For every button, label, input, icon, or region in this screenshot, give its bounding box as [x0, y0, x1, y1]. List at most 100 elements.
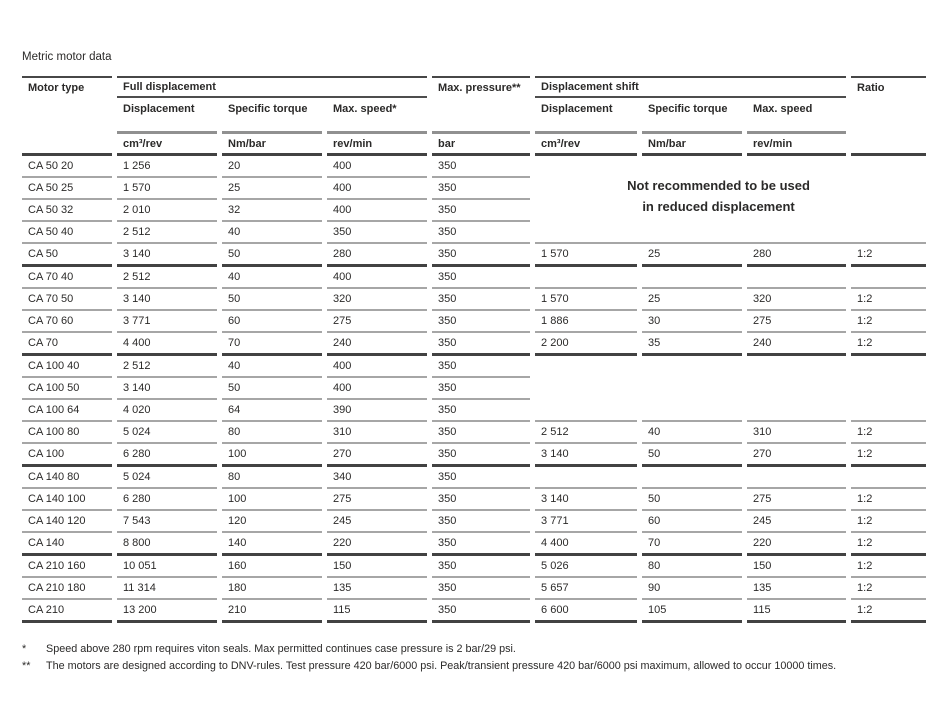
ratio-cell: 1:2	[851, 244, 927, 267]
max-speed-cell: 320	[327, 289, 428, 311]
table-row: CA 210 13 200 210 115 350 6 600 105 115 1:2	[22, 600, 927, 623]
ratio-cell: 1:2	[851, 511, 927, 533]
max-speed-cell: 135	[327, 578, 428, 600]
shift-max-speed-cell: 245	[747, 511, 847, 533]
not-recommended-note: Not recommended to be used in reduced dis…	[535, 156, 927, 244]
table-row: CA 140 120 7 543 120 245 350 3 771 60 245 1:2	[22, 511, 927, 533]
max-speed-cell: 400	[327, 200, 428, 222]
table-body: CA 50 20 1 256 20 400 350 Not recommended to …	[22, 156, 927, 623]
displacement-cell: 10 051	[117, 556, 217, 578]
shift-specific-torque-cell	[642, 267, 743, 289]
max-pressure-cell: 350	[432, 578, 531, 600]
max-speed-cell: 400	[327, 267, 428, 289]
specific-torque-cell: 180	[222, 578, 322, 600]
shift-displacement-cell	[535, 356, 637, 378]
motor-type-cell: CA 140	[22, 533, 112, 556]
table-row: CA 140 100 6 280 100 275 350 3 140 50 275 1:2	[22, 489, 927, 511]
table-row: CA 100 64 4 020 64 390 350	[22, 400, 927, 422]
table-row: CA 70 50 3 140 50 320 350 1 570 25 320 1:2	[22, 289, 927, 311]
specific-torque-cell: 160	[222, 556, 322, 578]
specific-torque-cell: 20	[222, 156, 322, 178]
shift-max-speed-cell	[747, 267, 847, 289]
sub-header-full-specific-torque: Specific torque	[222, 98, 322, 134]
max-speed-cell: 275	[327, 489, 428, 511]
max-pressure-cell: 350	[432, 600, 531, 623]
motor-type-cell: CA 50 40	[22, 222, 112, 244]
motor-type-cell: CA 70	[22, 333, 112, 356]
shift-specific-torque-cell: 35	[642, 333, 743, 356]
shift-displacement-cell: 5 657	[535, 578, 638, 600]
displacement-cell: 5 024	[117, 422, 217, 444]
ratio-cell: 1:2	[851, 289, 927, 311]
shift-max-speed-cell: 270	[747, 444, 847, 467]
max-pressure-cell: 350	[432, 378, 531, 400]
specific-torque-cell: 40	[222, 267, 322, 289]
specific-torque-cell: 80	[222, 422, 322, 444]
motor-type-cell: CA 50 25	[22, 178, 112, 200]
max-pressure-cell: 350	[432, 244, 531, 267]
motor-type-cell: CA 50 32	[22, 200, 112, 222]
motor-type-cell: CA 140 100	[22, 489, 112, 511]
displacement-cell: 2 010	[117, 200, 217, 222]
shift-max-speed-cell: 135	[747, 578, 847, 600]
sub-header-full-displacement: Displacement	[117, 98, 217, 134]
max-pressure-cell: 350	[432, 200, 531, 222]
max-pressure-cell: 350	[432, 489, 531, 511]
sub-header-ratio-spacer	[851, 98, 926, 134]
shift-specific-torque-cell: 105	[642, 600, 743, 623]
specific-torque-cell: 32	[222, 200, 322, 222]
units-row: cm³/rev Nm/bar rev/min bar cm³/rev Nm/ba…	[22, 134, 927, 156]
max-pressure-cell: 350	[432, 289, 531, 311]
shift-specific-torque-cell: 60	[642, 511, 743, 533]
displacement-cell: 1 256	[117, 156, 217, 178]
col-header-ratio: Ratio	[851, 76, 927, 98]
max-speed-cell: 390	[327, 400, 428, 422]
table-row: CA 140 80 5 024 80 340 350	[22, 467, 927, 489]
shift-specific-torque-cell: 25	[642, 244, 743, 267]
unit-shift-max-speed: rev/min	[747, 134, 847, 156]
ratio-cell: 1:2	[851, 311, 927, 333]
max-speed-cell: 280	[327, 244, 428, 267]
displacement-cell: 2 512	[117, 222, 217, 244]
shift-specific-torque-cell	[642, 400, 743, 422]
specific-torque-cell: 210	[222, 600, 322, 623]
max-pressure-cell: 350	[432, 178, 531, 200]
ratio-cell: 1:2	[851, 333, 927, 356]
sub-header-row: Displacement Specific torque Max. speed*…	[22, 98, 926, 134]
table-row: CA 100 50 3 140 50 400 350	[22, 378, 926, 400]
displacement-cell: 4 020	[117, 400, 217, 422]
footnote-text: Speed above 280 rpm requires viton seals…	[46, 643, 516, 655]
shift-max-speed-cell: 220	[747, 533, 847, 556]
shift-displacement-cell: 1 570	[535, 244, 638, 267]
max-speed-cell: 400	[327, 378, 428, 400]
shift-displacement-cell: 2 512	[535, 422, 638, 444]
motor-type-cell: CA 210 180	[22, 578, 112, 600]
shift-displacement-cell	[535, 378, 637, 400]
max-pressure-cell: 350	[432, 400, 531, 422]
table-row: CA 70 40 2 512 40 400 350	[22, 267, 927, 289]
col-header-displacement-shift: Displacement shift	[535, 76, 847, 98]
specific-torque-cell: 140	[222, 533, 322, 556]
motor-type-cell: CA 100 80	[22, 422, 112, 444]
table-row: CA 50 20 1 256 20 400 350 Not recommended to …	[22, 156, 927, 244]
max-speed-cell: 400	[327, 178, 428, 200]
not-recommended-note-line: in reduced displacement	[642, 199, 795, 214]
sub-header-pressure-spacer	[432, 98, 531, 134]
shift-specific-torque-cell	[642, 356, 742, 378]
footnote-pressure: ** The motors are designed according to …	[22, 658, 948, 675]
max-pressure-cell: 350	[432, 356, 531, 378]
motor-type-cell: CA 50	[22, 244, 112, 267]
specific-torque-cell: 64	[222, 400, 322, 422]
ratio-cell	[851, 267, 927, 289]
shift-displacement-cell: 3 140	[535, 444, 638, 467]
table-row: CA 50 40 2 512 40 350 350	[22, 222, 926, 244]
unit-full-specific-torque: Nm/bar	[222, 134, 322, 156]
max-speed-cell: 310	[327, 422, 428, 444]
shift-displacement-cell: 2 200	[535, 333, 638, 356]
displacement-cell: 8 800	[117, 533, 217, 556]
shift-max-speed-cell: 150	[747, 556, 847, 578]
displacement-cell: 11 314	[117, 578, 217, 600]
motor-type-cell: CA 100 50	[22, 378, 112, 400]
specific-torque-cell: 50	[222, 378, 322, 400]
max-pressure-cell: 350	[432, 556, 531, 578]
